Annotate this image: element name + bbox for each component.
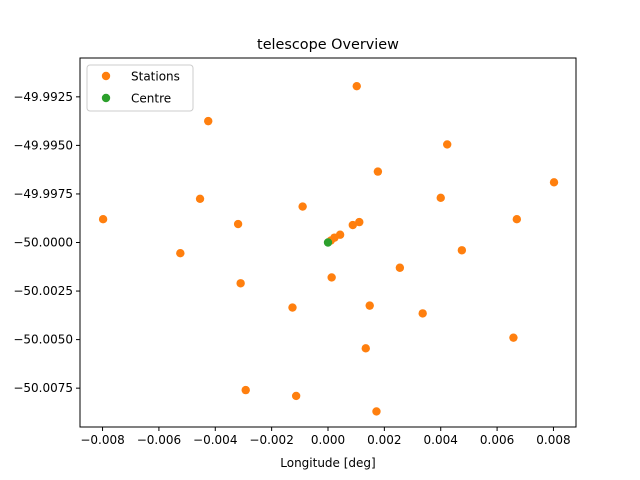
legend-label: Centre [131,92,171,106]
x-axis: −0.008 −0.006 −0.004 −0.002 0.000 0.002 0.004 0… [80,427,571,447]
station-point [195,194,205,203]
station-point [236,279,245,288]
points-layer [98,81,559,416]
centre-point [323,238,333,247]
station-point [355,217,364,227]
x-tick-label: 0.000 [311,433,345,447]
station-point [509,333,518,342]
station-point [327,273,336,282]
x-tick-label: −0.002 [249,433,293,447]
y-tick-label: −50.0000 [13,236,73,250]
station-point [98,214,108,224]
station-point [395,263,405,272]
x-axis-label: Longitude [deg] [280,456,375,470]
chart-title: telescope Overview [257,37,399,53]
station-point [233,219,243,229]
x-tick-label: 0.006 [480,433,514,447]
station-point [418,309,427,318]
legend-label: Stations [131,70,180,84]
y-tick-label: −49.9925 [13,90,73,104]
legend: Stations Centre [86,64,194,112]
station-point [361,344,370,353]
x-tick-label: 0.002 [367,433,401,447]
x-tick-label: −0.004 [193,433,237,447]
x-tick-label: 0.004 [424,433,458,447]
y-tick-label: −50.0025 [13,284,73,298]
station-point [365,301,374,310]
station-point [436,193,445,203]
y-tick-label: −49.9975 [13,187,73,201]
x-tick-label: −0.006 [137,433,181,447]
legend-box [86,64,194,112]
legend-marker [101,93,111,103]
x-tick-label: 0.008 [536,433,570,447]
station-point [372,407,381,416]
x-tick-label: −0.008 [80,433,124,447]
y-tick-label: −50.0075 [13,381,73,395]
station-point [204,116,213,126]
station-point [298,202,307,211]
station-point [241,385,250,395]
y-tick-label: −50.0050 [13,333,73,347]
station-point [176,248,185,258]
station-point [352,81,361,91]
station-point [443,140,452,149]
station-point [549,178,559,187]
y-tick-label: −49.9950 [13,138,73,152]
station-point [288,303,297,312]
station-point [457,246,467,255]
station-point [291,391,301,401]
station-point [348,220,357,230]
y-axis: −49.9925 −49.9950 −49.9975 −50.0000 −50.0025… [13,90,80,395]
station-point [512,214,522,224]
legend-marker [101,71,111,81]
station-point [373,167,383,176]
